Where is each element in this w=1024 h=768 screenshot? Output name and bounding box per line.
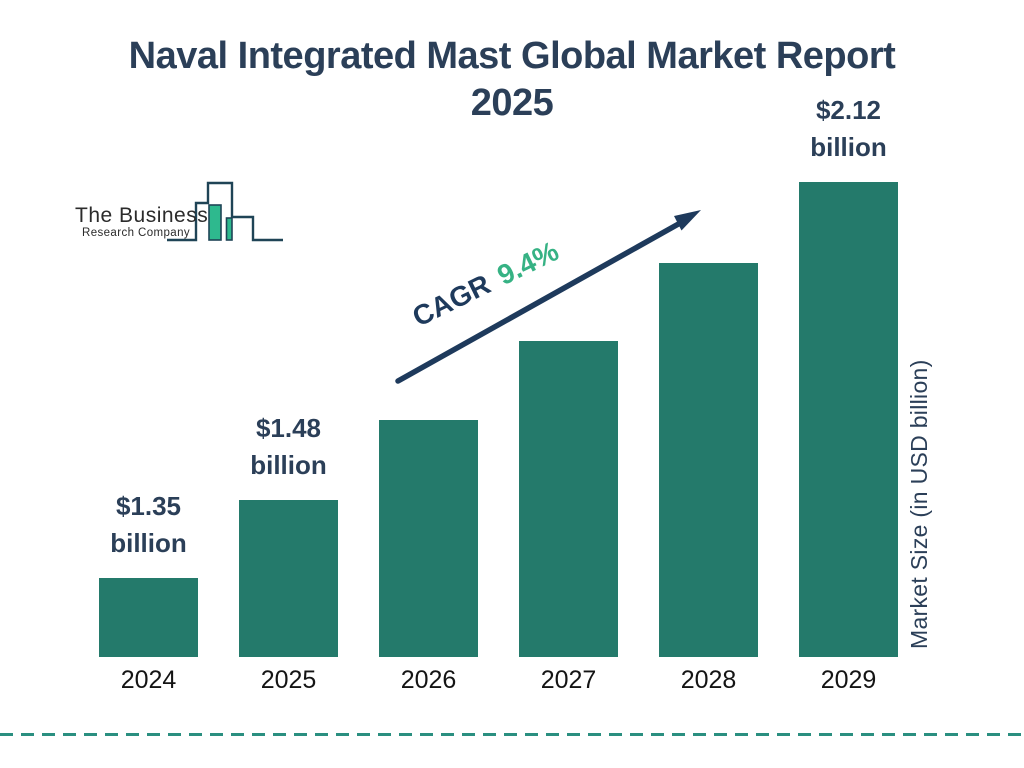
bar-chart: $1.35 billion 2024 $1.48 billion 2025 20… xyxy=(99,95,898,694)
bar-2025 xyxy=(239,500,338,657)
bar-2028 xyxy=(659,263,758,657)
bar-group-2029: $2.12 billion 2029 xyxy=(799,95,898,694)
page-title: Naval Integrated Mast Global Market Repo… xyxy=(0,33,1024,127)
bar-value-label-2025: $1.48 billion xyxy=(250,413,327,480)
bar-group-2024: $1.35 billion 2024 xyxy=(99,491,198,694)
company-logo: The Business Research Company xyxy=(75,176,287,246)
page-title-line2: 2025 xyxy=(470,82,554,124)
x-tick-2029: 2029 xyxy=(820,666,877,694)
bar-group-2026: 2026 xyxy=(379,420,478,694)
bar-2024 xyxy=(99,578,198,657)
logo-company-name: The Business xyxy=(75,204,209,227)
bar-group-2028: 2028 xyxy=(659,263,758,694)
x-tick-2025: 2025 xyxy=(260,666,317,694)
bar-2029 xyxy=(799,182,898,657)
logo-company-subname: Research Company xyxy=(81,227,191,239)
bar-value-label-2024: $1.35 billion xyxy=(110,491,187,558)
bar-group-2025: $1.48 billion 2025 xyxy=(239,413,338,694)
bar-2027 xyxy=(519,341,618,657)
x-tick-2026: 2026 xyxy=(400,666,457,694)
bar-group-2027: 2027 xyxy=(519,341,618,694)
x-tick-2027: 2027 xyxy=(540,666,597,694)
x-tick-2024: 2024 xyxy=(120,666,177,694)
y-axis-label: Market Size (in USD billion) xyxy=(906,359,932,649)
x-tick-2028: 2028 xyxy=(680,666,737,694)
bottom-dashed-divider xyxy=(0,733,1024,736)
bar-value-label-2029: $2.12 billion xyxy=(810,95,887,162)
bar-chart-logo-icon xyxy=(167,181,283,242)
bar-2026 xyxy=(379,420,478,657)
page-title-line1: Naval Integrated Mast Global Market Repo… xyxy=(128,35,896,77)
